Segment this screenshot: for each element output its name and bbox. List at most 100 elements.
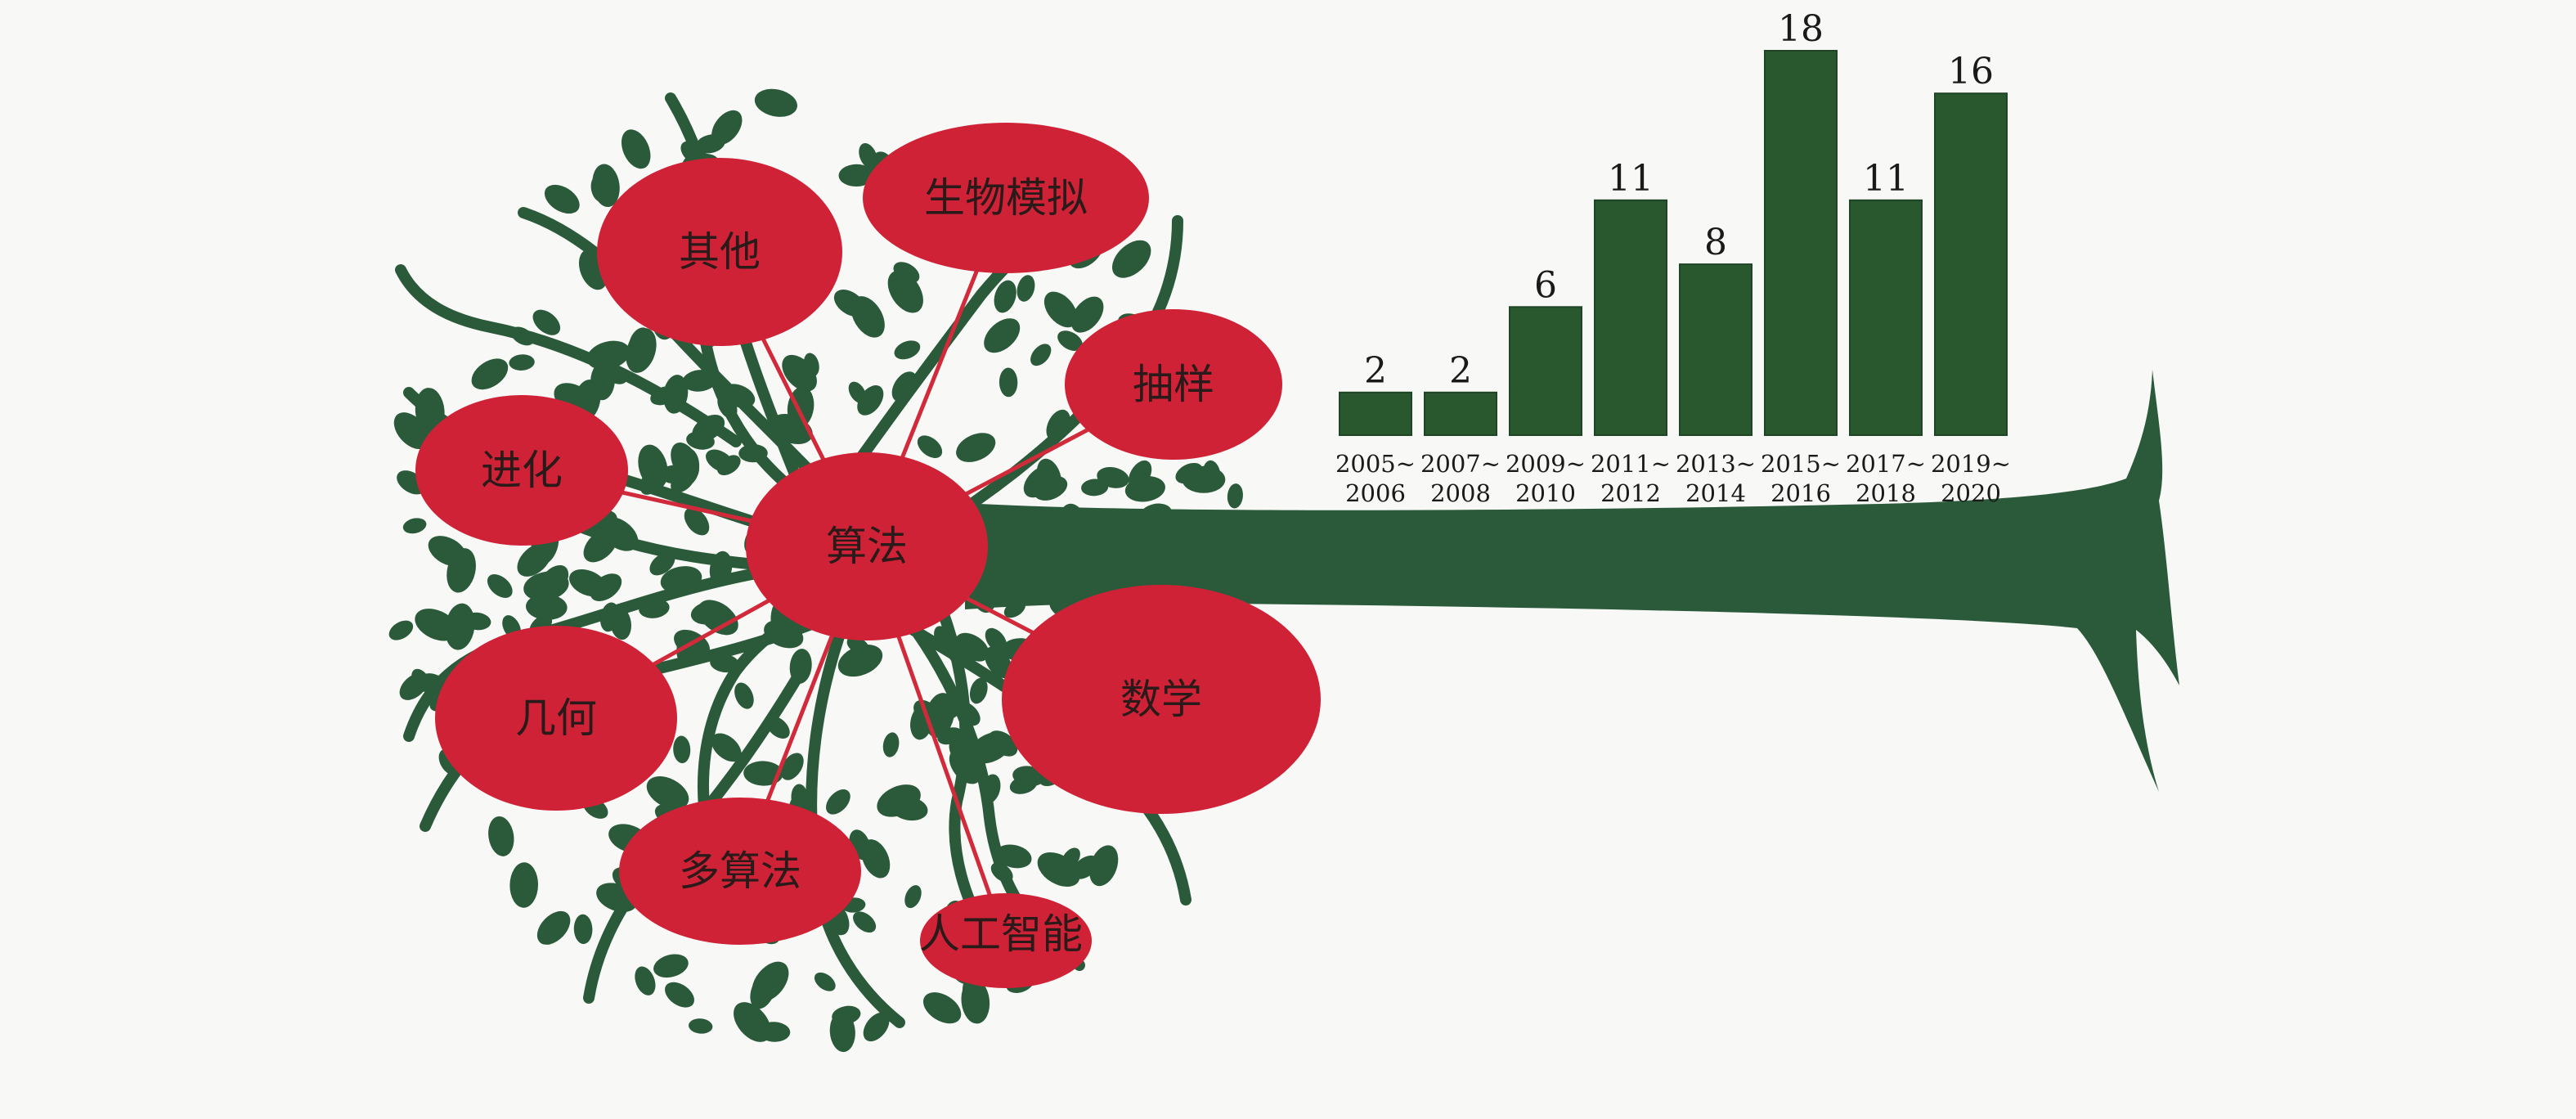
- bar-chart: 22005~200622007~200862009~2010112011~201…: [1335, 8, 2011, 507]
- leaf-shape: [471, 358, 509, 390]
- x-tick-label: 2006: [1345, 479, 1406, 507]
- leaf-shape: [1182, 465, 1226, 493]
- bar-value-label: 16: [1948, 51, 1994, 92]
- leaf-shape: [887, 270, 923, 313]
- leaf-shape: [803, 353, 819, 377]
- leaf-shape: [696, 134, 725, 154]
- leaf-shape: [984, 318, 1021, 353]
- bar-value-label: 11: [1608, 158, 1654, 200]
- leaf-shape: [981, 774, 1001, 804]
- bar: [1594, 199, 1667, 437]
- leaf-shape: [1030, 344, 1052, 366]
- bar: [1339, 391, 1412, 436]
- x-tick-label: 2017~: [1846, 450, 1926, 478]
- node-ellipse: [415, 395, 628, 546]
- leaf-shape: [665, 982, 694, 1008]
- leaf-shape: [609, 606, 631, 640]
- leaf-shape: [859, 143, 877, 169]
- leaf-shape: [1043, 291, 1078, 328]
- leaf-shape: [411, 668, 431, 692]
- leaf-shape: [969, 731, 1012, 764]
- leaf-shape: [743, 761, 783, 786]
- node-other: 其他: [597, 158, 842, 346]
- node-evolution: 进化: [415, 395, 628, 546]
- leaf-shape: [488, 816, 514, 856]
- x-tick-label: 2012: [1600, 479, 1661, 507]
- x-tick-label: 2010: [1515, 479, 1576, 507]
- leaf-shape: [388, 620, 414, 640]
- bar-value-label: 2: [1449, 350, 1472, 392]
- node-math: 数学: [1002, 585, 1321, 814]
- node-ai: 人工智能: [919, 893, 1092, 988]
- node-bio-simulation: 生物模拟: [863, 123, 1149, 273]
- leaf-shape: [583, 528, 618, 563]
- leaf-shape: [705, 449, 734, 473]
- leaf-shape: [653, 954, 689, 978]
- x-tick-label: 2016: [1770, 479, 1831, 507]
- leaf-shape: [676, 630, 700, 667]
- leaf-shape: [1016, 275, 1035, 302]
- leaf-shape: [649, 552, 675, 576]
- node-label: 进化: [481, 447, 563, 494]
- bar-value-label: 6: [1534, 264, 1557, 306]
- leaf-shape: [995, 844, 1032, 869]
- leaf-shape: [829, 1011, 855, 1053]
- leaf-shape: [717, 393, 738, 419]
- leaf-shape: [1012, 766, 1045, 787]
- leaf-shape: [826, 789, 850, 815]
- node-ellipse: [863, 123, 1149, 273]
- node-ellipse: [597, 158, 842, 346]
- leaf-shape: [917, 435, 943, 458]
- node-geometry: 几何: [435, 626, 677, 811]
- leaf-shape: [969, 677, 988, 704]
- node-label: 算法: [826, 523, 908, 570]
- leaf-shape: [1089, 845, 1119, 887]
- node-label: 其他: [679, 228, 761, 276]
- leaf-shape: [638, 444, 668, 489]
- leaf-shape: [1081, 479, 1109, 497]
- leaf-shape: [635, 966, 656, 995]
- leaf-shape: [780, 753, 804, 780]
- x-tick-label: 2008: [1430, 479, 1491, 507]
- tree-trunk: [965, 370, 2179, 792]
- leaf-shape: [765, 716, 790, 739]
- bar-value-label: 8: [1704, 222, 1727, 263]
- leaf-shape: [569, 569, 607, 597]
- bar-value-label: 18: [1778, 8, 1824, 50]
- leaf-shape: [1036, 458, 1061, 495]
- leaf-shape: [621, 129, 651, 169]
- leaf-shape: [857, 385, 884, 416]
- leaf-shape: [509, 862, 539, 908]
- leaf-shape: [537, 564, 569, 599]
- node-label: 数学: [1120, 676, 1202, 723]
- leaf-shape: [586, 340, 631, 370]
- leaf-shape: [428, 536, 467, 567]
- bar-value-label: 11: [1863, 158, 1909, 200]
- x-tick-label: 2005~: [1335, 450, 1416, 478]
- leaf-shape: [673, 735, 691, 764]
- leaf-shape: [1037, 852, 1080, 888]
- node-ellipse: [746, 452, 988, 640]
- leaf-shape: [894, 340, 921, 360]
- x-tick-label: 2018: [1856, 479, 1916, 507]
- node-multi-algorithm: 多算法: [619, 798, 861, 945]
- leaf-shape: [463, 612, 491, 631]
- leaf-shape: [877, 784, 921, 817]
- leaf-shape: [891, 371, 918, 402]
- leaf-shape: [904, 885, 922, 909]
- leaf-shape: [686, 431, 715, 450]
- node-label: 多算法: [679, 847, 801, 895]
- bar-value-label: 2: [1364, 350, 1387, 392]
- node-label: 抽样: [1133, 361, 1214, 408]
- leaf-shape: [689, 1018, 713, 1034]
- x-tick-label: 2019~: [1931, 450, 2011, 478]
- leaf-shape: [770, 413, 813, 445]
- leaf-shape: [837, 645, 883, 677]
- bar: [1509, 306, 1582, 436]
- x-tick-label: 2011~: [1591, 450, 1671, 478]
- node-ellipse: [619, 798, 861, 945]
- leaf-shape: [402, 518, 427, 534]
- leaf-shape: [833, 290, 866, 317]
- leaf-shape: [747, 1021, 774, 1041]
